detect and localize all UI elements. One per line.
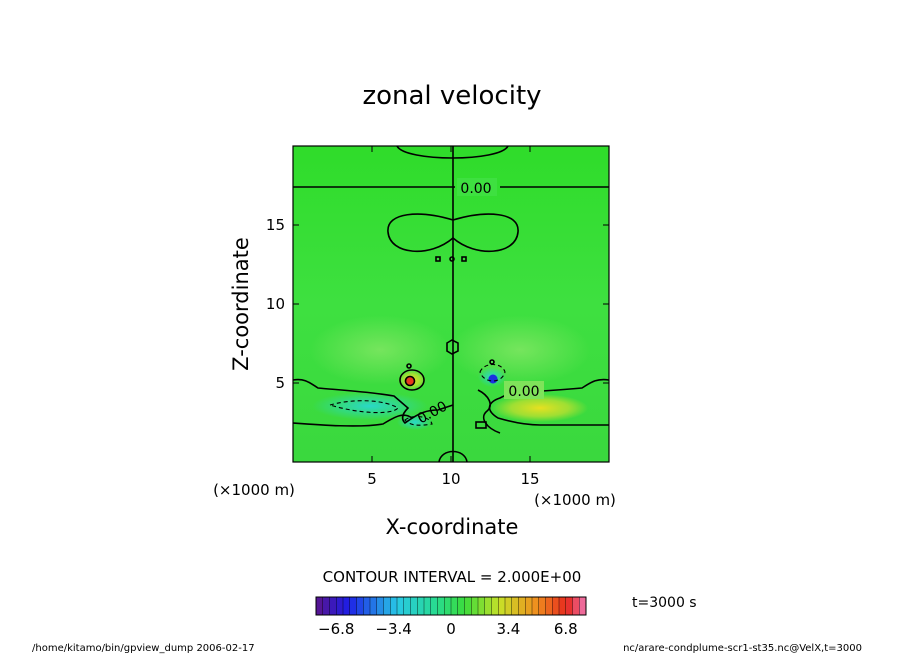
- colorbar-swatch: [363, 597, 371, 615]
- colorbar-swatch: [336, 597, 344, 615]
- contour-label-right: 0.00: [508, 384, 539, 400]
- colorbar-swatch: [316, 597, 324, 615]
- colorbar-swatch: [552, 597, 560, 615]
- colorbar-swatch: [457, 597, 465, 615]
- x-tick-label: 5: [367, 470, 377, 488]
- plot-area: 0.00 0.00 0.00: [293, 146, 609, 462]
- x-axis-title: X-coordinate: [386, 515, 519, 539]
- dashed-contour-right: [479, 363, 506, 382]
- colorbar-swatch: [538, 597, 546, 615]
- contour-label-top: 0.00: [460, 181, 491, 197]
- colorbar-swatch: [356, 597, 364, 615]
- colorbar-swatch: [424, 597, 432, 615]
- colorbar-swatch: [403, 597, 411, 615]
- y-units-label: (×1000 m): [213, 481, 295, 499]
- light-field-right: [450, 315, 590, 385]
- negative-max-spot: [488, 374, 498, 384]
- contour-left-dot: [406, 363, 412, 369]
- colorbar-swatch: [491, 597, 499, 615]
- colorbar-swatch: [565, 597, 573, 615]
- colorbar-swatch: [383, 597, 391, 615]
- contour-left-core-inner: [404, 375, 416, 387]
- colorbar-swatch: [478, 597, 486, 615]
- contour-top-arc: [396, 146, 509, 159]
- negative-anomaly-left-2: [397, 414, 433, 430]
- positive-anomaly-right: [492, 394, 588, 422]
- colorbar-swatch: [572, 597, 580, 615]
- colorbar-swatch: [322, 597, 330, 615]
- colorbar-tick-label: −6.8: [318, 620, 354, 638]
- contour-right-inner: [477, 389, 501, 434]
- colorbar-swatch: [511, 597, 519, 615]
- y-tick-label: 5: [275, 374, 285, 392]
- colorbar-swatch: [417, 597, 425, 615]
- positive-max-spot: [405, 376, 415, 386]
- x-tick-label: 15: [520, 470, 539, 488]
- x-tick-label: 10: [441, 470, 460, 488]
- contour-center-bubble: [446, 339, 459, 355]
- colorbar-swatch: [532, 597, 540, 615]
- colorbar-swatch: [370, 597, 378, 615]
- dashed-contour-left: [328, 400, 399, 414]
- contour-small-box-2: [461, 256, 467, 262]
- colorbar-tick-label: 0: [446, 620, 456, 638]
- dashed-contour-left-2: [404, 415, 433, 426]
- colorbar-swatch: [349, 597, 357, 615]
- colorbar-swatch: [410, 597, 418, 615]
- footer-left: /home/kitamo/bin/gpview_dump 2006-02-17: [32, 643, 255, 654]
- colorbar-swatch: [451, 597, 459, 615]
- contour-bottom-box: [475, 421, 487, 429]
- colorbar-swatch: [329, 597, 337, 615]
- contour-lower-left-bottom: [293, 414, 413, 427]
- colorbar-swatch: [464, 597, 472, 615]
- colorbar-swatch: [518, 597, 526, 615]
- contour-left-core: [399, 369, 425, 391]
- colorbar-swatch: [430, 597, 438, 615]
- colorbar-swatch: [444, 597, 452, 615]
- contour-interval-text: CONTOUR INTERVAL = 2.000E+00: [323, 568, 582, 586]
- colorbar-swatch: [437, 597, 445, 615]
- negative-anomaly-left: [312, 392, 428, 420]
- colorbar-swatch: [505, 597, 513, 615]
- colorbar-swatch: [579, 597, 587, 615]
- contour-small-dot: [449, 256, 455, 262]
- colorbar-swatch: [390, 597, 398, 615]
- colorbar-ticks: −6.8 −3.4 0 3.4 6.8: [318, 620, 578, 638]
- contour-lines: [293, 146, 609, 462]
- contour-upper-lobe: [387, 213, 519, 252]
- contour-bottom-arc: [438, 450, 468, 462]
- colorbar-frame: [315, 596, 587, 616]
- colorbar-swatch: [471, 597, 479, 615]
- light-field-left: [310, 315, 450, 385]
- contour-lower-left: [293, 378, 454, 425]
- x-axis: 5 10 15: [367, 146, 540, 488]
- colorbar-tick-label: 3.4: [496, 620, 520, 638]
- colorbar-swatch: [559, 597, 567, 615]
- colorbar-swatch: [498, 597, 506, 615]
- chart-title: zonal velocity: [362, 81, 541, 111]
- colorbar-swatch: [525, 597, 533, 615]
- colorbar-swatch: [484, 597, 492, 615]
- colorbar-swatch: [397, 597, 405, 615]
- y-axis: 5 10 15: [266, 216, 609, 392]
- footer-right: nc/arare-condplume-scr1-st35.nc@VelX,t=3…: [623, 643, 862, 654]
- x-units-label: (×1000 m): [534, 491, 616, 509]
- negative-contours: [328, 363, 506, 426]
- colorbar-tick-label: 6.8: [554, 620, 578, 638]
- colorbar-swatch: [343, 597, 351, 615]
- colorbar: [316, 597, 587, 615]
- colorbar-tick-label: −3.4: [375, 620, 411, 638]
- colorbar-swatch: [376, 597, 384, 615]
- colorbar-swatch: [545, 597, 553, 615]
- y-tick-label: 15: [266, 216, 285, 234]
- time-text: t=3000 s: [632, 595, 697, 611]
- y-tick-label: 10: [266, 295, 285, 313]
- y-axis-title: Z-coordinate: [229, 237, 253, 371]
- contour-small-box-1: [435, 256, 441, 262]
